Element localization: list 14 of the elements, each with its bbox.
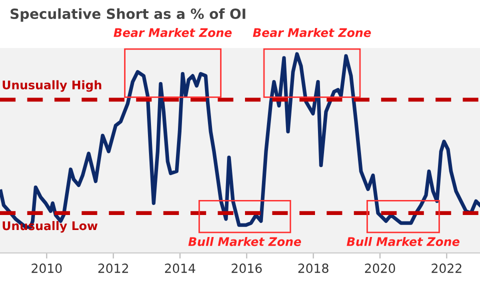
- x-tick-label: 2022: [432, 264, 462, 273]
- ref-line-label: Unusually High: [2, 80, 102, 92]
- annotation: Bull Market Zone: [346, 236, 460, 246]
- ref-line-label: Unusually Low: [2, 221, 98, 233]
- x-tick-label: 2010: [32, 264, 62, 273]
- x-tick-label: 2016: [232, 264, 262, 273]
- text: Bear Market Zone: [114, 28, 232, 38]
- x-tick-label: 2014: [165, 264, 196, 273]
- x-tick-label: 2018: [298, 264, 328, 273]
- text: Bear Market Zone: [252, 28, 371, 38]
- x-tick-label: 2020: [365, 264, 396, 273]
- annotation: Bull Market Zone: [188, 236, 302, 246]
- x-tick-label: 2012: [98, 264, 128, 273]
- chart-title: Speculative Short as a % of OI: [10, 8, 246, 22]
